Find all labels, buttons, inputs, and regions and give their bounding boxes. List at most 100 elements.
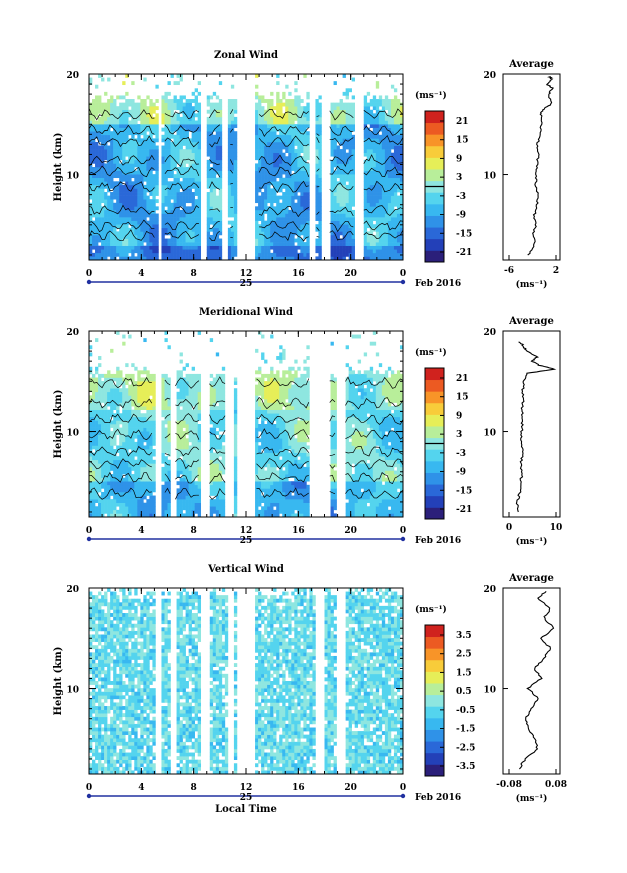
colorbar-tick-label: -15 <box>456 486 472 496</box>
day-label: 25 <box>240 279 253 289</box>
colorbar-swatch <box>425 625 444 638</box>
y-axis-label: Height (km) <box>53 133 64 202</box>
zero-contours <box>88 376 404 500</box>
profile-unit: (ms⁻¹) <box>516 279 548 290</box>
average-frame <box>502 73 561 261</box>
date-bar-end <box>400 793 406 799</box>
heatmap-cells <box>89 74 404 261</box>
profile-x-tick-label: 0 <box>506 523 512 533</box>
colorbar-tick-label: -1.5 <box>456 725 475 735</box>
contour-line <box>88 134 404 148</box>
panel-title: Meridional Wind <box>199 307 293 318</box>
colorbar-swatch <box>425 203 444 216</box>
profile-x-tick-label: 0.08 <box>545 780 567 790</box>
y-tick-label: 10 <box>66 172 79 182</box>
colorbar-tick-label: 9 <box>456 154 462 164</box>
colorbar-swatch <box>425 402 444 415</box>
colorbar-swatch <box>425 414 444 427</box>
colorbar-tick-label: -9 <box>456 468 466 478</box>
x-tick-label: 0 <box>86 269 92 279</box>
profile-x-tick-label: -0.08 <box>496 780 522 790</box>
colorbar-tick-label: 9 <box>456 411 462 421</box>
colorbar-tick-label: -15 <box>456 229 472 239</box>
colorbar-swatch <box>425 250 444 263</box>
profile-y-tick-label: 10 <box>483 686 496 696</box>
x-tick-label: 16 <box>292 526 305 536</box>
x-tick-label: 20 <box>344 526 357 536</box>
colorbar-swatch <box>425 134 444 147</box>
profile-y-tick-label: 10 <box>483 429 496 439</box>
profile-y-tick-label: 20 <box>483 328 496 338</box>
colorbar-swatch <box>425 169 444 182</box>
colorbar-swatch <box>425 764 444 777</box>
colorbar-swatch <box>425 157 444 170</box>
x-tick-label: 0 <box>400 526 406 536</box>
contour-line <box>88 108 404 121</box>
contour-line <box>88 413 404 425</box>
colorbar-swatch <box>425 683 444 696</box>
contour-line <box>88 219 404 233</box>
contour-line <box>88 376 404 389</box>
x-tick-label: 16 <box>292 783 305 793</box>
colorbar-swatch <box>425 460 444 473</box>
colorbar-swatch <box>425 238 444 251</box>
colorbar-swatch <box>425 659 444 672</box>
y-axis-label: Height (km) <box>53 647 64 716</box>
profile-line <box>518 591 555 770</box>
panel-1: Zonal Wind 0 4 8 12 16 20 0 10 20 Height (km) 25 Feb… <box>53 50 561 290</box>
colorbar-swatch <box>425 379 444 392</box>
heatmap-cells <box>89 331 404 518</box>
panel-3: Vertical Wind 0 4 8 12 16 20 0 10 20 Height (km) 25… <box>53 564 567 815</box>
colorbar-swatch <box>425 122 444 135</box>
x-tick-label: 20 <box>344 269 357 279</box>
colorbar-swatch <box>425 648 444 661</box>
x-tick-label: 12 <box>240 783 253 793</box>
colorbar-tick-label: 3 <box>456 173 462 183</box>
colorbar-swatch <box>425 729 444 742</box>
colorbar-swatch <box>425 449 444 462</box>
profile-x-tick-label: 2 <box>553 266 559 276</box>
x-tick-label: 12 <box>240 526 253 536</box>
colorbar-swatch <box>425 227 444 240</box>
contour-line <box>88 124 404 137</box>
y-tick-label: 10 <box>66 686 79 696</box>
date-bar-end <box>400 536 406 542</box>
colorbar-frame <box>424 624 445 777</box>
profile-unit: (ms⁻¹) <box>516 536 548 547</box>
colorbar-swatch <box>425 752 444 765</box>
x-tick-label: 4 <box>138 783 144 793</box>
colorbar-tick-label: -21 <box>456 505 472 515</box>
contour-line <box>88 487 404 500</box>
profile-y-tick-label: 10 <box>483 172 496 182</box>
colorbar-tick-label: -9 <box>456 211 466 221</box>
x-tick-label: 4 <box>138 526 144 536</box>
colorbar-tick-label: 2.5 <box>456 650 472 660</box>
colorbar-tick-label: 21 <box>456 117 469 127</box>
colorbar-swatch <box>425 472 444 485</box>
contour-line <box>88 180 404 194</box>
colorbar: 21 15 9 3 -3 -9 -15 -21 <box>424 367 472 520</box>
contour-line <box>88 204 404 218</box>
colorbar-tick-label: -3 <box>456 192 466 202</box>
colorbar-tick-label: -3 <box>456 449 466 459</box>
colorbar-swatch <box>425 495 444 508</box>
date-label: Feb 2016 <box>415 279 461 289</box>
contour-line <box>88 154 404 168</box>
colorbar-unit: (ms⁻¹) <box>415 90 447 101</box>
x-tick-label: 0 <box>400 783 406 793</box>
colorbar-tick-label: 21 <box>456 374 469 384</box>
contour-line <box>88 165 404 178</box>
day-label: 25 <box>240 793 253 803</box>
colorbar-tick-label: -2.5 <box>456 743 475 753</box>
colorbar-unit: (ms⁻¹) <box>415 347 447 358</box>
average-frame <box>502 587 561 775</box>
profile-line <box>515 341 557 513</box>
profile-line <box>527 75 554 256</box>
profile-x-tick-label: -6 <box>504 266 514 276</box>
colorbar-tick-label: 3.5 <box>456 631 472 641</box>
average-title: Average <box>508 59 554 70</box>
colorbar-tick-label: 15 <box>456 393 469 403</box>
colorbar-swatch <box>425 368 444 381</box>
contour-line <box>88 428 404 441</box>
